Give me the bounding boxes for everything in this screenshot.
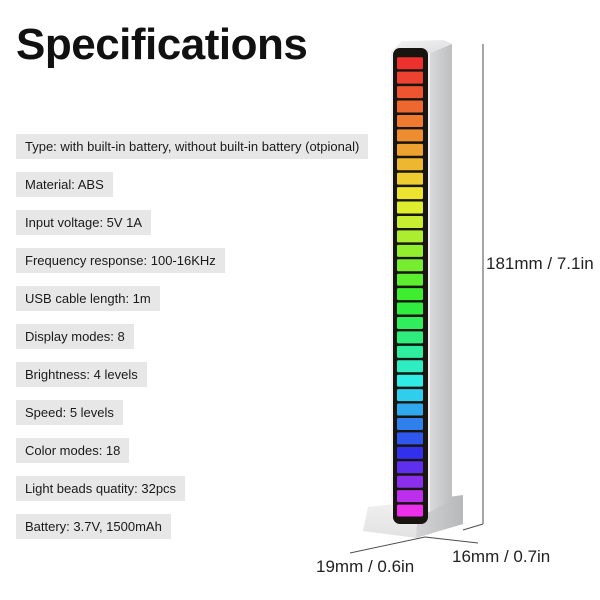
svg-text:19mm / 0.6in: 19mm / 0.6in — [316, 557, 414, 576]
svg-text:181mm / 7.1in: 181mm / 7.1in — [486, 254, 594, 273]
svg-text:16mm / 0.7in: 16mm / 0.7in — [452, 547, 550, 566]
